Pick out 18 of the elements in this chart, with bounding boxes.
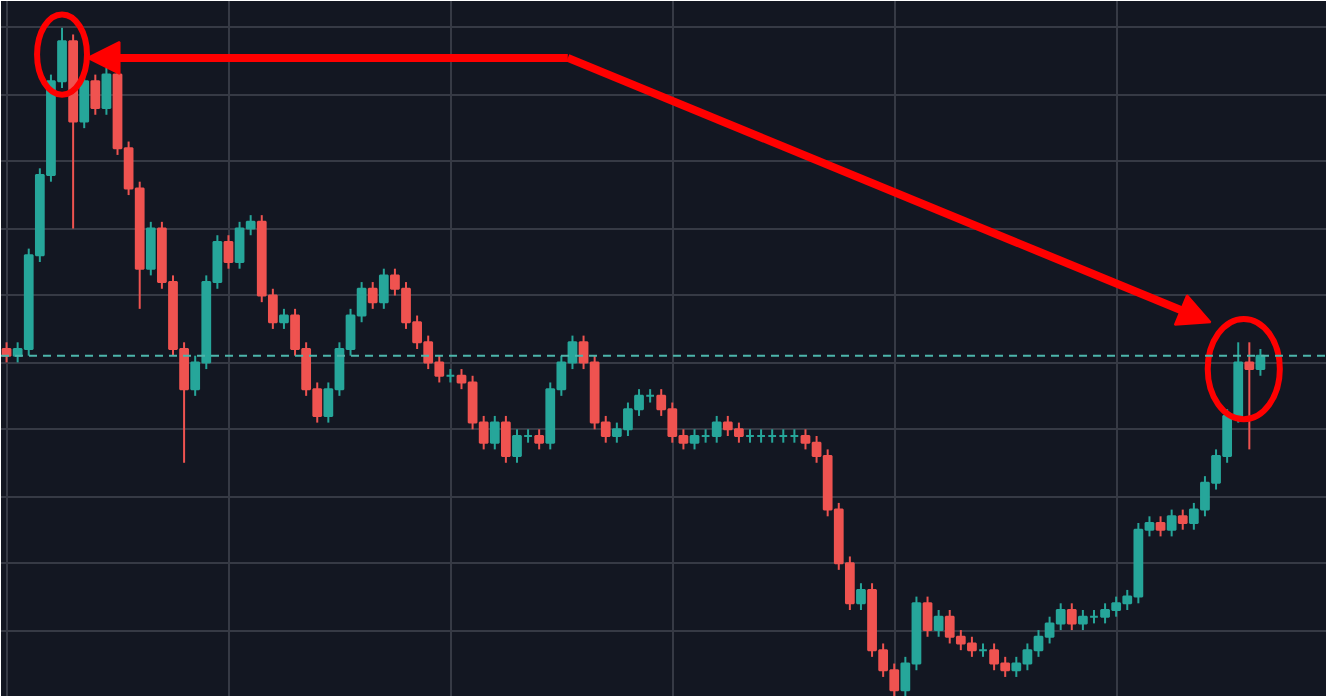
candlestick — [489, 414, 500, 451]
candlestick — [1244, 341, 1255, 451]
candlestick — [500, 414, 511, 464]
candlestick — [223, 234, 234, 270]
candlestick — [1166, 508, 1177, 538]
candlestick — [933, 609, 944, 638]
candlestick — [1066, 602, 1077, 632]
candlestick — [367, 281, 378, 310]
candlestick — [90, 73, 101, 116]
candlestick — [101, 66, 112, 116]
candlestick — [1177, 508, 1188, 531]
candlestick — [1155, 515, 1166, 538]
candlestick — [279, 307, 289, 330]
candlestick — [922, 595, 933, 638]
candlestick — [145, 220, 156, 277]
candlestick — [378, 267, 389, 310]
candlestick — [856, 582, 866, 611]
candlestick — [534, 428, 545, 451]
